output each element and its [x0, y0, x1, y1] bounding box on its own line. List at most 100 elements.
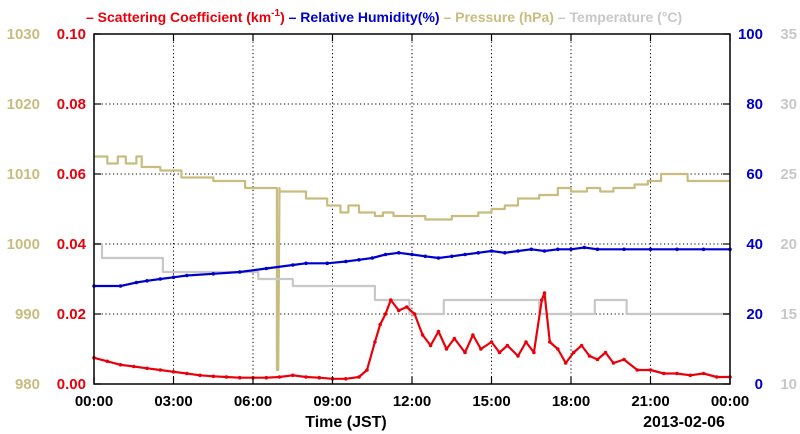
temperature-series-line	[94, 242, 730, 316]
scattering-data-point	[595, 357, 600, 362]
scattering-data-point	[277, 375, 282, 379]
scattering-data-point	[471, 333, 475, 337]
scattering-data-point	[463, 350, 467, 355]
scattering-data-point	[662, 371, 666, 376]
scattering-axis-tick-label: 0.04	[57, 236, 87, 253]
humidity-data-point	[357, 258, 361, 262]
scattering-axis-tick-label: 0.08	[57, 96, 86, 113]
scattering-data-point	[622, 357, 626, 362]
scattering-data-point	[715, 375, 719, 379]
scattering-axis-tick-label: 0.06	[57, 166, 86, 183]
humidity-data-point	[516, 249, 520, 253]
scattering-data-point	[145, 366, 149, 371]
humidity-data-point	[264, 266, 269, 271]
date-label: 2013-02-06	[643, 414, 725, 431]
x-tick-label: 00:00	[711, 393, 749, 410]
x-tick-label: 03:00	[154, 393, 192, 410]
scattering-data-point	[579, 343, 584, 348]
x-tick-label: 12:00	[393, 393, 431, 410]
scattering-data-point	[571, 350, 576, 355]
scattering-data-point	[603, 350, 608, 355]
temperature-axis-tick-label: 15	[780, 306, 797, 323]
humidity-data-point	[436, 256, 441, 260]
humidity-data-point	[118, 284, 123, 288]
x-tick-label: 09:00	[313, 393, 351, 410]
humidity-data-point	[410, 252, 414, 257]
scattering-data-point	[635, 368, 640, 372]
humidity-data-point	[370, 256, 375, 260]
humidity-data-point	[503, 251, 507, 255]
scattering-data-point	[397, 308, 401, 313]
scattering-data-point	[540, 298, 544, 302]
scattering-data-point	[701, 371, 706, 376]
scattering-data-point	[648, 368, 653, 372]
humidity-data-point	[463, 252, 467, 257]
x-axis-title: Time (JST)	[305, 414, 387, 431]
scattering-data-point	[611, 361, 616, 365]
legend-superscript: -1	[271, 8, 280, 19]
pressure-axis-tick-label: 980	[15, 376, 40, 393]
humidity-data-point	[542, 249, 547, 253]
tick-layer	[93, 33, 731, 385]
humidity-data-point	[171, 275, 176, 280]
pressure-axis-tick-label: 1030	[7, 26, 40, 43]
scattering-data-point	[291, 373, 295, 378]
scattering-data-point	[378, 322, 383, 327]
humidity-data-point	[489, 249, 494, 253]
humidity-data-point	[582, 245, 587, 250]
scattering-data-point	[452, 336, 457, 341]
scattering-data-point	[344, 377, 348, 381]
humidity-data-point	[304, 261, 308, 266]
humidity-data-point	[325, 261, 330, 266]
humidity-data-point	[476, 251, 481, 255]
x-tick-label: 06:00	[234, 393, 272, 410]
scattering-data-point	[317, 375, 322, 380]
humidity-data-point	[185, 273, 189, 278]
humidity-data-point	[595, 247, 600, 252]
scattering-data-point	[132, 364, 136, 369]
scattering-data-point	[542, 291, 547, 295]
scattering-data-point	[198, 373, 202, 378]
humidity-data-point	[556, 247, 560, 252]
label-layer: 00:00 03:00 06:00 09:00 12:00 15:00 18:00 21:00…	[7, 26, 797, 410]
scattering-data-point	[489, 340, 494, 344]
scattering-data-point	[357, 375, 361, 379]
scattering-data-point	[105, 359, 110, 364]
scattering-data-point	[688, 373, 693, 378]
temperature-axis-tick-label: 10	[780, 376, 797, 393]
scattering-data-point	[497, 350, 502, 355]
chart-legend: – Scattering Coefficient (km-1) – Relati…	[86, 8, 682, 25]
scattering-data-point	[675, 371, 679, 376]
pressure-axis-tick-label: 1020	[7, 96, 40, 113]
scattering-data-point	[516, 354, 520, 358]
humidity-data-point	[701, 247, 706, 252]
temperature-axis-tick-label: 25	[780, 166, 797, 183]
humidity-axis-tick-label: 60	[746, 166, 763, 183]
scattering-data-point	[444, 347, 449, 351]
temperature-axis-tick-label: 20	[780, 236, 797, 253]
legend-entry: – Temperature (°C)	[554, 9, 682, 25]
x-tick-label: 18:00	[552, 393, 590, 410]
scattering-data-point	[524, 340, 528, 344]
scattering-data-point	[224, 375, 229, 379]
humidity-axis-tick-label: 80	[746, 96, 763, 113]
humidity-data-point	[344, 259, 348, 264]
legend-entry: – Relative Humidity(%)	[285, 9, 440, 25]
scattering-data-point	[412, 312, 417, 316]
humidity-data-point	[529, 247, 534, 252]
humidity-series-line	[94, 246, 730, 288]
humidity-axis-tick-label: 100	[738, 26, 763, 43]
humidity-data-point	[238, 270, 242, 274]
scattering-data-point	[479, 347, 483, 351]
legend-entry: – Pressure (hPa)	[440, 9, 554, 25]
humidity-data-point	[569, 247, 573, 252]
scattering-axis-tick-label: 0.02	[57, 306, 86, 323]
scattering-data-point	[532, 350, 536, 355]
humidity-axis-tick-label: 20	[746, 306, 763, 323]
legend-entry: – Scattering Coefficient (km	[86, 9, 271, 25]
scattering-data-point	[563, 361, 568, 365]
humidity-data-point	[397, 251, 401, 255]
humidity-data-point	[675, 247, 679, 252]
pressure-series-line	[94, 155, 730, 372]
scattering-data-point	[238, 375, 242, 380]
